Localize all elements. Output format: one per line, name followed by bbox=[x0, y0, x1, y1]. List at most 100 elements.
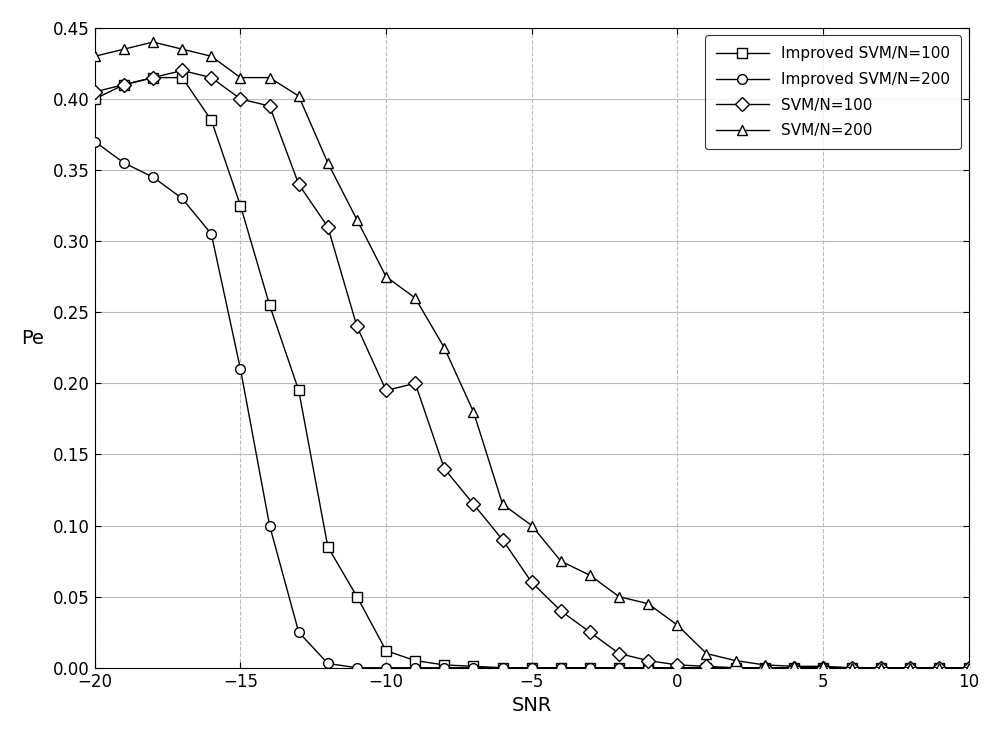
SVM/N=100 bbox=[904, 663, 916, 672]
Improved SVM/N=100 bbox=[613, 663, 625, 672]
SVM/N=100 bbox=[584, 628, 596, 637]
Improved SVM/N=100 bbox=[700, 663, 712, 672]
SVM/N=100 bbox=[700, 662, 712, 670]
Improved SVM/N=100 bbox=[933, 663, 945, 672]
Improved SVM/N=100 bbox=[963, 663, 975, 672]
SVM/N=200 bbox=[788, 662, 800, 670]
SVM/N=100 bbox=[613, 649, 625, 658]
SVM/N=200 bbox=[642, 599, 654, 608]
Legend: Improved SVM/N=100, Improved SVM/N=200, SVM/N=100, SVM/N=200: Improved SVM/N=100, Improved SVM/N=200, … bbox=[705, 35, 961, 149]
SVM/N=100 bbox=[234, 94, 246, 103]
SVM/N=100 bbox=[467, 500, 479, 509]
SVM/N=100 bbox=[788, 663, 800, 672]
Improved SVM/N=200 bbox=[118, 158, 130, 167]
Improved SVM/N=200 bbox=[526, 663, 538, 672]
Improved SVM/N=100 bbox=[176, 73, 188, 82]
Improved SVM/N=200 bbox=[380, 663, 392, 672]
SVM/N=100 bbox=[176, 66, 188, 75]
Improved SVM/N=100 bbox=[846, 663, 858, 672]
Improved SVM/N=100 bbox=[730, 663, 742, 672]
Improved SVM/N=100 bbox=[497, 663, 509, 672]
Improved SVM/N=200 bbox=[759, 663, 771, 672]
Improved SVM/N=200 bbox=[89, 137, 101, 146]
SVM/N=200 bbox=[555, 556, 567, 565]
SVM/N=200 bbox=[351, 216, 363, 224]
Improved SVM/N=100 bbox=[671, 663, 683, 672]
SVM/N=200 bbox=[205, 52, 217, 60]
SVM/N=100 bbox=[205, 73, 217, 82]
SVM/N=100 bbox=[380, 386, 392, 395]
SVM/N=100 bbox=[409, 379, 421, 388]
Improved SVM/N=100 bbox=[642, 663, 654, 672]
Improved SVM/N=200 bbox=[555, 663, 567, 672]
Improved SVM/N=100 bbox=[817, 663, 829, 672]
Improved SVM/N=200 bbox=[584, 663, 596, 672]
Improved SVM/N=100 bbox=[264, 301, 276, 310]
Improved SVM/N=100 bbox=[293, 386, 305, 395]
SVM/N=200 bbox=[497, 500, 509, 509]
Improved SVM/N=100 bbox=[351, 592, 363, 601]
Improved SVM/N=200 bbox=[438, 663, 450, 672]
Improved SVM/N=100 bbox=[89, 94, 101, 103]
Improved SVM/N=200 bbox=[497, 663, 509, 672]
Improved SVM/N=100 bbox=[555, 663, 567, 672]
Improved SVM/N=200 bbox=[788, 663, 800, 672]
SVM/N=200 bbox=[380, 272, 392, 281]
Line: Improved SVM/N=200: Improved SVM/N=200 bbox=[90, 137, 973, 673]
Improved SVM/N=200 bbox=[351, 663, 363, 672]
Improved SVM/N=100 bbox=[234, 201, 246, 210]
Improved SVM/N=200 bbox=[467, 663, 479, 672]
Improved SVM/N=200 bbox=[700, 663, 712, 672]
Improved SVM/N=200 bbox=[293, 628, 305, 637]
SVM/N=100 bbox=[555, 606, 567, 615]
SVM/N=200 bbox=[176, 45, 188, 54]
SVM/N=100 bbox=[642, 657, 654, 665]
SVM/N=100 bbox=[671, 660, 683, 669]
SVM/N=100 bbox=[963, 663, 975, 672]
Y-axis label: Pe: Pe bbox=[21, 329, 44, 348]
SVM/N=200 bbox=[234, 73, 246, 82]
Improved SVM/N=100 bbox=[584, 663, 596, 672]
SVM/N=100 bbox=[351, 322, 363, 331]
Improved SVM/N=200 bbox=[933, 663, 945, 672]
Improved SVM/N=100 bbox=[759, 663, 771, 672]
Improved SVM/N=100 bbox=[788, 663, 800, 672]
Improved SVM/N=200 bbox=[671, 663, 683, 672]
SVM/N=200 bbox=[322, 158, 334, 167]
SVM/N=200 bbox=[846, 663, 858, 672]
SVM/N=200 bbox=[293, 92, 305, 101]
Improved SVM/N=200 bbox=[176, 194, 188, 203]
SVM/N=200 bbox=[933, 663, 945, 672]
Improved SVM/N=200 bbox=[264, 521, 276, 530]
Improved SVM/N=100 bbox=[380, 646, 392, 655]
SVM/N=200 bbox=[409, 294, 421, 302]
SVM/N=100 bbox=[89, 88, 101, 96]
Improved SVM/N=100 bbox=[205, 116, 217, 124]
SVM/N=200 bbox=[467, 407, 479, 416]
Improved SVM/N=200 bbox=[147, 173, 159, 182]
SVM/N=100 bbox=[497, 535, 509, 544]
SVM/N=200 bbox=[89, 52, 101, 60]
Improved SVM/N=100 bbox=[118, 80, 130, 89]
SVM/N=100 bbox=[293, 180, 305, 188]
SVM/N=100 bbox=[933, 663, 945, 672]
Improved SVM/N=200 bbox=[904, 663, 916, 672]
Improved SVM/N=100 bbox=[904, 663, 916, 672]
SVM/N=200 bbox=[904, 663, 916, 672]
SVM/N=100 bbox=[817, 663, 829, 672]
SVM/N=100 bbox=[147, 73, 159, 82]
Line: SVM/N=100: SVM/N=100 bbox=[90, 66, 973, 673]
Improved SVM/N=200 bbox=[963, 663, 975, 672]
Improved SVM/N=100 bbox=[322, 542, 334, 551]
Improved SVM/N=100 bbox=[438, 660, 450, 669]
SVM/N=200 bbox=[147, 38, 159, 46]
SVM/N=200 bbox=[963, 663, 975, 672]
Improved SVM/N=200 bbox=[642, 663, 654, 672]
Improved SVM/N=200 bbox=[205, 230, 217, 238]
Improved SVM/N=200 bbox=[875, 663, 887, 672]
Line: SVM/N=200: SVM/N=200 bbox=[90, 38, 973, 673]
Improved SVM/N=100 bbox=[409, 657, 421, 665]
Improved SVM/N=100 bbox=[526, 663, 538, 672]
Improved SVM/N=100 bbox=[147, 73, 159, 82]
SVM/N=200 bbox=[438, 344, 450, 353]
